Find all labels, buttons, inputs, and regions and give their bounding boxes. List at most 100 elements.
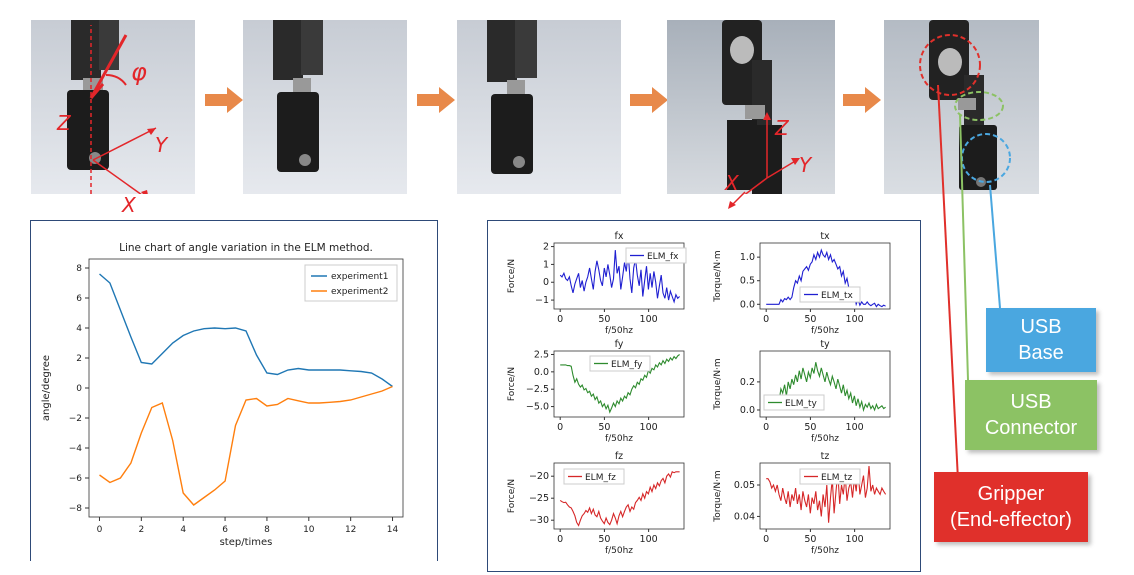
subplot-frame-fx — [553, 242, 685, 310]
series-line-experiment2 — [99, 385, 393, 506]
legend-label: ELM_fx — [647, 252, 679, 262]
angle-variation-chart: Line chart of angle variation in the ELM… — [41, 242, 404, 548]
subplot-title: tx — [820, 231, 830, 242]
x-axis-label: f/50hz — [811, 434, 839, 444]
x-tick-label: 50 — [804, 314, 816, 325]
series-line-ELM_ty — [765, 362, 886, 413]
y-axis-label: Y — [155, 133, 169, 157]
force-torque-panel: fx 0 50 100 2 1 0 −1 f/50hz Force/N ELM_fx tx 0 50 100… — [487, 220, 921, 572]
series-line-experiment1 — [99, 273, 393, 388]
x-tick-label: 0 — [557, 422, 563, 433]
y-axis-label: Torque/N·m — [713, 250, 723, 302]
x-tick-label: 50 — [804, 422, 816, 433]
x-axis-label: step/times — [220, 537, 273, 548]
usb-base-tag-line1: USB — [1020, 316, 1062, 338]
x-tick-label: 100 — [640, 534, 658, 545]
x-tick-label: 4 — [180, 525, 186, 535]
subplot-frame-fy — [553, 350, 685, 418]
x-tick-label: 0 — [763, 534, 769, 545]
x-axis-label: f/50hz — [605, 434, 633, 444]
y-tick-label: 0 — [76, 384, 82, 394]
legend-box — [763, 394, 825, 411]
x-tick-label: 0 — [557, 314, 563, 325]
z-axis-label: Z — [56, 111, 72, 135]
usb-base-tag-line2: Base — [1018, 342, 1064, 364]
y-tick-label: 1 — [543, 259, 549, 270]
x-axis-label: X — [724, 171, 740, 194]
usb-connector-tag: USB Connector — [965, 380, 1097, 450]
y-tick-label: 6 — [76, 294, 82, 304]
x-tick-label: 8 — [264, 525, 270, 535]
y-tick-label: −5.0 — [526, 402, 549, 413]
series-line-ELM_fx — [559, 250, 680, 304]
gripper-highlight — [919, 34, 981, 96]
subplot-title: fy — [615, 339, 624, 350]
subplot-frame-tx — [759, 242, 891, 310]
y-tick-label: 8 — [76, 264, 82, 274]
legend-label: ELM_tx — [821, 291, 853, 301]
x-tick-label: 50 — [598, 422, 610, 433]
subplot-title: ty — [820, 339, 830, 350]
y-axis-label: angle/degree — [41, 355, 52, 421]
x-tick-label: 12 — [345, 525, 356, 535]
photo-step-1: φ Z Y — [31, 20, 195, 194]
y-tick-label: 0.5 — [740, 276, 755, 287]
y-tick-label: −20 — [529, 471, 549, 482]
subplot-title: fx — [615, 231, 624, 242]
x-axis-annotation: X — [121, 193, 137, 217]
y-tick-label: 0.04 — [734, 511, 755, 522]
subplot-title: tz — [821, 451, 830, 462]
legend-box — [589, 355, 651, 372]
y-axis-label: Y — [799, 153, 813, 177]
subplot-frame-fz — [553, 462, 685, 530]
x-axis-arrow — [728, 191, 746, 209]
photo-step-4: Z Y X — [667, 20, 835, 194]
x-tick-label: 14 — [387, 525, 399, 535]
arrow-icon — [630, 87, 668, 113]
x-axis-label: f/50hz — [811, 546, 839, 556]
usb-base-tag: USB Base — [986, 308, 1096, 372]
y-tick-label: −25 — [529, 493, 549, 504]
arrow-icon — [417, 87, 455, 113]
y-tick-label: −2 — [69, 414, 82, 424]
x-axis-label: f/50hz — [605, 546, 633, 556]
usb-connector-tag-line1: USB — [1010, 391, 1052, 413]
y-tick-label: −4 — [69, 444, 83, 454]
photo-step-5 — [884, 20, 1039, 194]
series-line-ELM_fy — [560, 354, 680, 414]
x-axis-label: f/50hz — [605, 326, 633, 336]
x-tick-label: 50 — [598, 534, 610, 545]
legend-box — [799, 286, 861, 303]
y-tick-label: 0.0 — [740, 299, 755, 310]
y-tick-label: −2.5 — [526, 384, 549, 395]
x-tick-label: 100 — [846, 534, 864, 545]
x-tick-label: 2 — [138, 525, 144, 535]
x-tick-label: 0 — [763, 314, 769, 325]
y-tick-label: −8 — [69, 504, 83, 514]
phi-label: φ — [131, 58, 147, 86]
x-axis-label: X — [121, 193, 137, 217]
legend-label: ELM_tz — [821, 473, 852, 483]
y-axis-label: Force/N — [507, 367, 517, 401]
legend-label: experiment2 — [331, 287, 388, 297]
y-tick-label: 0.0 — [534, 367, 549, 378]
y-tick-label: 0.2 — [740, 377, 755, 388]
y-axis-label: Torque/N·m — [713, 470, 723, 522]
photo-step-2 — [243, 20, 407, 194]
legend-label: ELM_fy — [611, 360, 643, 370]
y-axis-label: Torque/N·m — [713, 358, 723, 410]
x-tick-label: 50 — [598, 314, 610, 325]
angle-chart-panel: Line chart of angle variation in the ELM… — [30, 220, 438, 561]
y-tick-label: 0.05 — [734, 480, 755, 491]
x-tick-label: 0 — [763, 422, 769, 433]
y-tick-label: −1 — [535, 295, 549, 306]
legend-label: ELM_fz — [585, 473, 616, 483]
series-line-ELM_fz — [559, 471, 680, 527]
y-tick-label: −30 — [529, 515, 549, 526]
subplot-frame-tz — [759, 462, 891, 530]
photo-step-3 — [457, 20, 621, 194]
y-axis-label: Force/N — [507, 259, 517, 293]
y-tick-label: 2 — [543, 242, 549, 253]
gripper-tag-line2: (End-effector) — [950, 509, 1072, 531]
y-tick-label: 2.5 — [534, 349, 549, 360]
